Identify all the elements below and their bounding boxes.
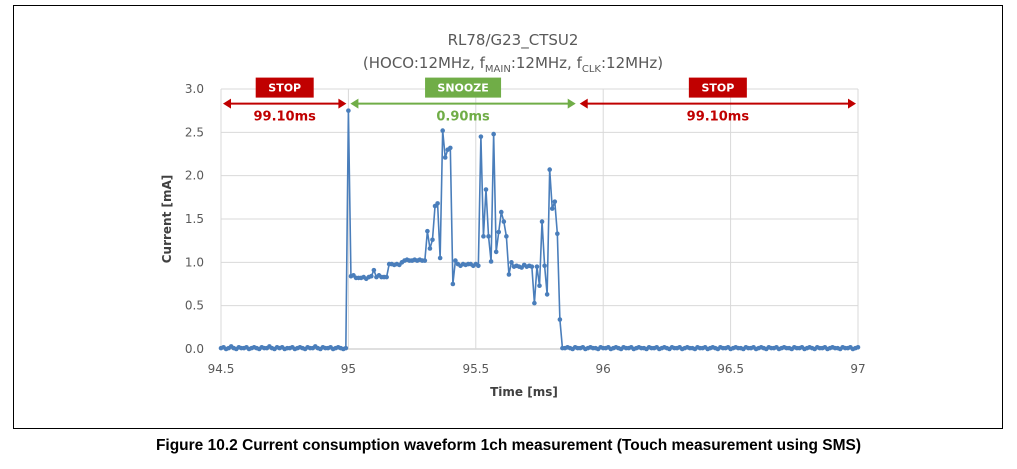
data-point [498,209,504,215]
data-point [483,187,489,192]
y-tick-label: 0.5 [185,299,204,313]
x-tick-label: 95 [341,362,356,376]
figure-caption: Figure 10.2 Current consumption waveform… [155,437,862,454]
title-line-1: RL78/G23_CTSU2 [448,31,579,50]
data-point [544,292,550,297]
x-tick-label: 96.5 [717,362,744,376]
data-point [343,345,349,351]
x-axis-title: Time [ms] [490,385,558,399]
y-tick-labels: 0.0 0.5 1.0 1.5 2.0 2.5 3.0 [185,82,204,356]
data-point [493,249,499,255]
data-point [371,267,377,273]
title-part-3: :12MHz) [601,54,663,72]
y-tick-label: 1.0 [185,255,204,269]
data-point [529,264,535,269]
data-point [547,167,552,172]
y-tick-label: 0.0 [185,342,204,356]
phase-stop-2: STOP 99.10ms [579,77,856,125]
phase-arrow-head-right [338,98,347,109]
title-line-2: (HOCO:12MHz, fMAIN:12MHz, fCLK:12MHz) [363,54,663,75]
data-point [496,229,502,235]
y-tick-label: 1.5 [185,212,204,226]
phase-duration-label: 99.10ms [253,110,316,125]
data-point [532,300,537,306]
data-point [476,263,481,269]
data-point [481,234,486,239]
phase-arrow-head-left [579,98,588,109]
phase-duration-label: 99.10ms [687,110,750,125]
current-series [218,108,861,352]
y-axis-title: Current [mA] [160,175,174,264]
data-point [509,260,514,265]
data-point [506,272,512,277]
x-tick-label: 94.5 [208,362,235,376]
phase-badge-label: SNOOZE [437,82,488,95]
data-point [384,274,389,280]
x-tick-labels: 94.5 95 95.5 96 96.5 97 [208,362,866,376]
x-tick-label: 96 [596,362,611,376]
phase-badge-label: STOP [268,82,301,95]
phase-annotations: STOP 99.10ms SNOOZE 0.90ms STOP 99.10ms [223,77,856,125]
phase-stop-0: STOP 99.10ms [223,77,347,125]
data-point [855,344,861,350]
data-point [555,231,560,237]
data-point [539,219,545,224]
data-point [437,255,443,261]
data-point [435,201,440,206]
data-point [422,258,428,263]
data-point [549,206,555,211]
data-point [534,264,540,269]
data-point [542,263,547,269]
phase-badge [425,77,502,98]
x-tick-label: 95.5 [462,362,489,376]
chart-title: RL78/G23_CTSU2 (HOCO:12MHz, fMAIN:12MHz,… [363,31,663,75]
data-point [425,228,430,234]
data-point [430,237,435,243]
y-tick-label: 3.0 [185,82,204,96]
figure-frame [13,5,1003,429]
data-point [448,145,453,151]
data-point [369,273,374,279]
title-sub-1: MAIN [485,64,511,75]
phase-badge-label: STOP [701,82,734,95]
data-point [427,246,433,251]
phase-arrow-head-left [350,98,359,109]
y-tick-label: 2.0 [185,169,204,183]
data-point [537,283,542,289]
data-point [450,281,456,287]
data-point [442,155,448,160]
data-point [440,128,445,133]
phase-duration-label: 0.90ms [436,110,490,125]
phase-arrow-head-right [848,98,856,109]
data-point [552,199,558,204]
phase-arrow-head-right [567,98,576,109]
phase-snooze-1: SNOOZE 0.90ms [350,77,576,125]
title-part-2: :12MHz, f [511,54,583,72]
grid [220,88,859,350]
data-point [557,317,563,322]
title-sub-2: CLK [582,64,602,75]
title-part-1: (HOCO:12MHz, f [363,54,486,72]
data-point [346,108,351,113]
data-point [491,131,496,137]
data-point [504,234,509,239]
data-point [501,219,507,224]
phase-arrow-head-left [223,98,231,109]
y-tick-label: 2.5 [185,125,204,139]
series-line [220,109,859,350]
data-point [488,259,494,264]
data-point [486,234,491,239]
data-point [478,134,484,139]
data-point [453,258,458,263]
x-tick-label: 97 [850,362,865,376]
phase-badge [688,77,747,98]
phase-badge [255,77,314,98]
